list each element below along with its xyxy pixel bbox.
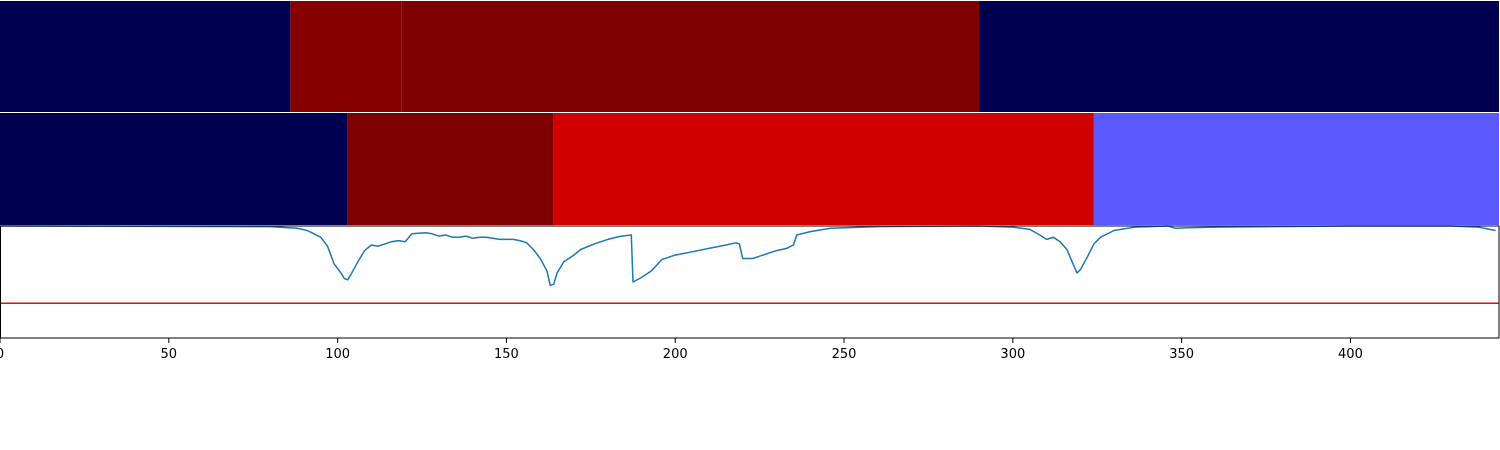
- top-strip-segment-0: [0, 1, 291, 112]
- top-strip-segment-2: [401, 1, 980, 112]
- x-tick-label-250: 250: [832, 347, 857, 362]
- x-tick-label-50: 50: [161, 347, 178, 362]
- x-tick-label-300: 300: [1000, 347, 1025, 362]
- signal-plot: [0, 225, 1500, 339]
- bottom-strip-segment-2: [553, 113, 1094, 225]
- x-axis: 0 50 100 150 200 250 300 350 400: [0, 338, 1363, 362]
- segment-strip-top: [0, 1, 1499, 112]
- bottom-strip-segment-3: [1093, 113, 1499, 225]
- bottom-strip-segment-0: [0, 113, 348, 225]
- x-tick-label-0: 0: [0, 347, 4, 362]
- x-tick-label-100: 100: [325, 347, 350, 362]
- bottom-strip-segment-1: [347, 113, 554, 225]
- segment-strip-bottom: [0, 112, 1499, 225]
- signal-plot-background: [0, 226, 1499, 338]
- signal-line: [0, 225, 1496, 287]
- top-strip-segment-1: [290, 1, 402, 112]
- signal-plot-frame: [0, 225, 1500, 339]
- top-strip-segment-3: [979, 1, 1499, 112]
- x-tick-label-150: 150: [494, 347, 519, 362]
- x-tick-label-350: 350: [1169, 347, 1194, 362]
- x-tick-label-400: 400: [1338, 347, 1363, 362]
- x-tick-label-200: 200: [663, 347, 688, 362]
- strip-separator: [0, 112, 1499, 113]
